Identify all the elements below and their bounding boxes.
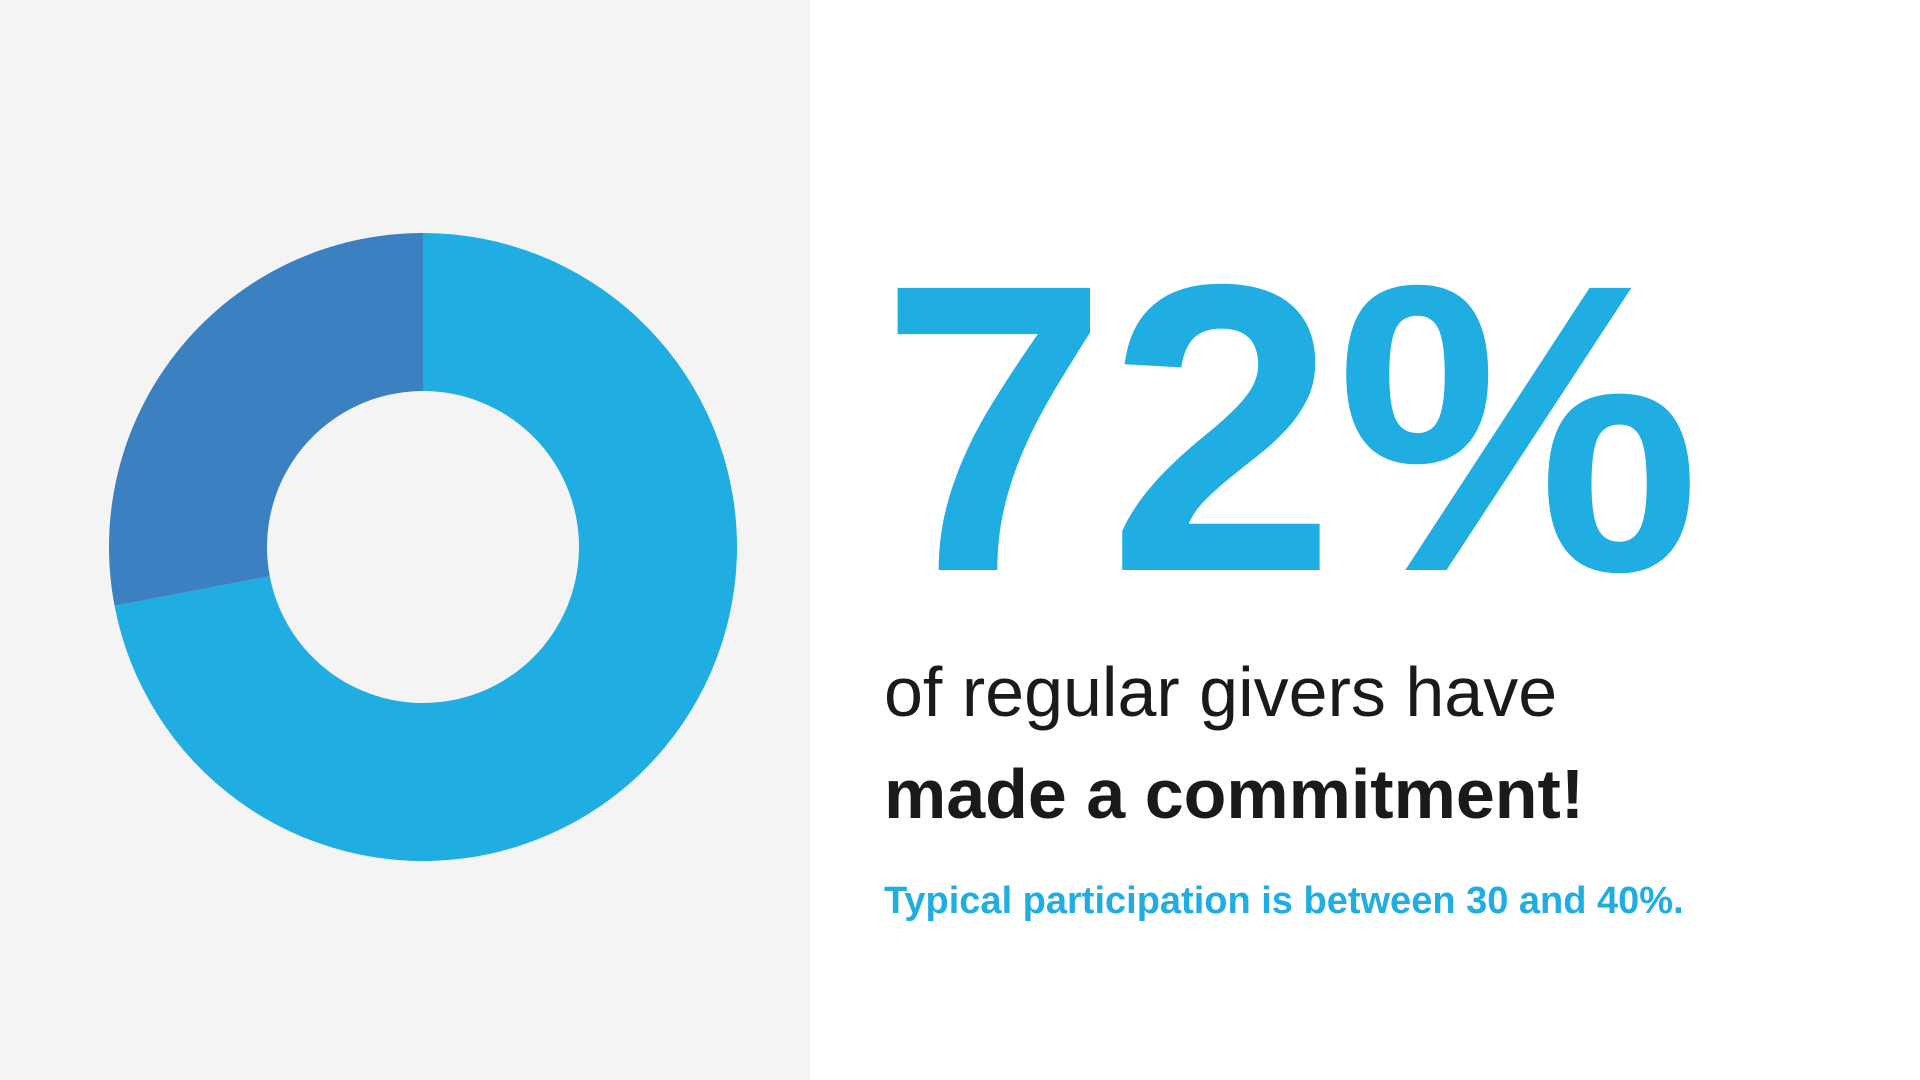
note: Typical participation is between 30 and … — [884, 880, 1684, 922]
donut-segment — [114, 233, 737, 861]
headline-value: 72% — [880, 199, 1701, 657]
donut-segment — [108, 233, 423, 606]
caption-line-bold: made a commitment! — [884, 755, 1584, 833]
donut-chart — [108, 233, 737, 861]
caption-line: of regular givers have — [884, 653, 1557, 731]
right-panel — [810, 0, 1920, 1080]
